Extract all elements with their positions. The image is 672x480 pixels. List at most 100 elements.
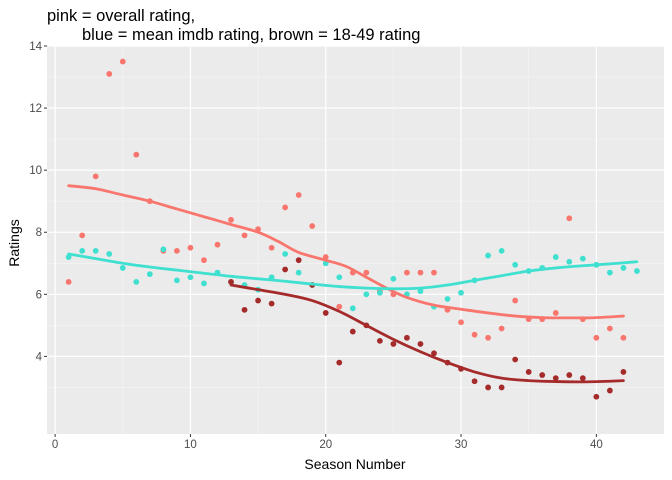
overall-point (458, 319, 464, 326)
x-tick-label: 0 (52, 439, 58, 451)
imdb-smooth-line (67, 252, 639, 291)
demo-point (471, 378, 478, 385)
demo-point (404, 334, 410, 341)
overall-point (268, 244, 275, 251)
x-axis-title: Season Number (304, 456, 406, 472)
imdb-point (336, 274, 343, 281)
y-tick-label: 6 (36, 289, 42, 301)
chart-title-line1: pink = overall rating, (47, 7, 195, 25)
demo-point (485, 384, 492, 391)
plot-panel (47, 46, 664, 434)
imdb-point (133, 279, 140, 285)
imdb-point (201, 280, 207, 287)
imdb-point (417, 288, 424, 295)
overall-point (119, 58, 126, 65)
demo-point (498, 384, 505, 391)
overall-point (512, 297, 519, 304)
demo-point (620, 369, 627, 375)
imdb-point (390, 275, 397, 282)
imdb-point (606, 269, 613, 276)
overall-point (173, 247, 180, 254)
imdb-point (349, 305, 356, 312)
demo-point (336, 359, 343, 366)
imdb-point (485, 252, 492, 259)
demo-point (606, 387, 613, 394)
imdb-point (579, 255, 586, 262)
overall-point (282, 204, 289, 211)
overall-point (309, 223, 316, 229)
demo-point (255, 297, 261, 304)
y-tick-label: 8 (36, 227, 42, 239)
overall-smooth-line (67, 184, 625, 320)
x-tick-label: 40 (590, 439, 603, 451)
overall-point (471, 331, 478, 338)
overall-point (593, 334, 600, 341)
grid-major (47, 45, 664, 434)
demo-point (552, 375, 559, 382)
overall-point (79, 232, 86, 239)
overall-point (133, 151, 140, 158)
overall-point (566, 215, 573, 222)
x-tick-label: 10 (184, 439, 197, 451)
overall-point (336, 303, 343, 310)
overall-point (498, 325, 505, 332)
imdb-point (458, 289, 464, 296)
demo-point (322, 310, 329, 316)
imdb-point (282, 251, 289, 257)
overall-point (295, 192, 302, 198)
imdb-point (552, 254, 559, 260)
demo-smooth-line (229, 283, 625, 384)
demo-point (268, 300, 275, 307)
axis-tick-labels: 0 10 20 30 40 4 6 8 10 12 14 (29, 41, 603, 451)
imdb-point (92, 247, 99, 254)
overall-point (106, 71, 113, 77)
demo-point (539, 372, 546, 378)
imdb-point (566, 258, 573, 265)
y-tick-label: 14 (29, 41, 42, 53)
imdb-point (146, 271, 153, 278)
demo-point (431, 350, 437, 357)
overall-point (485, 334, 492, 341)
y-tick-label: 12 (29, 103, 42, 115)
overall-point (65, 279, 72, 285)
demo-point (579, 375, 586, 382)
grid-minor (47, 46, 664, 434)
x-tick-label: 20 (319, 439, 332, 451)
overall-point (606, 325, 613, 332)
imdb-point (187, 274, 194, 281)
demo-point (228, 279, 234, 285)
imdb-point (160, 246, 167, 253)
imdb-point (79, 247, 86, 254)
imdb-point (512, 261, 519, 268)
demo-point (282, 266, 289, 273)
imdb-point (634, 268, 640, 274)
imdb-point (376, 289, 383, 296)
imdb-point (295, 269, 302, 276)
y-axis-title: Ratings (6, 219, 22, 266)
imdb-point (106, 251, 113, 257)
demo-point (566, 372, 573, 378)
overall-point (620, 334, 627, 341)
overall-point (417, 269, 424, 276)
y-tick-label: 4 (36, 351, 43, 363)
overall-point (92, 173, 99, 180)
imdb-point (620, 265, 627, 271)
x-tick-label: 30 (455, 439, 468, 451)
imdb-point (498, 247, 505, 254)
demo-point (525, 369, 532, 375)
axis-ticks (44, 45, 597, 437)
overall-point (552, 310, 559, 316)
overall-point (431, 269, 437, 276)
demo-point (349, 328, 356, 335)
imdb-point (173, 277, 180, 284)
overall-point (404, 269, 410, 276)
demo-point (390, 341, 397, 347)
imdb-point (363, 291, 370, 298)
imdb-point (119, 265, 126, 271)
overall-point (214, 241, 221, 248)
overall-point (363, 269, 370, 276)
overall-point (241, 232, 248, 239)
overall-point (228, 216, 234, 223)
demo-point (512, 356, 519, 363)
